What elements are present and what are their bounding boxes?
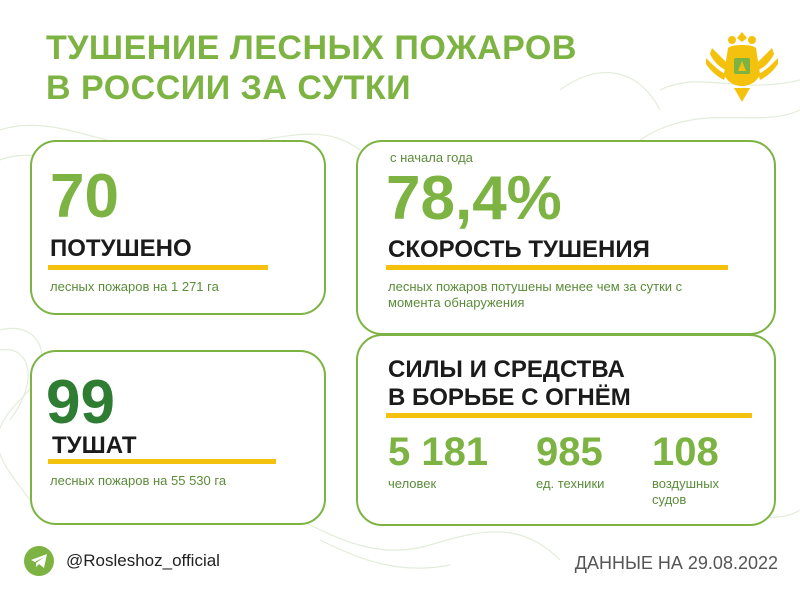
- extinguished-card: [30, 140, 326, 315]
- forces-people-label: человек: [388, 476, 437, 491]
- extinguished-value: 70: [50, 162, 119, 231]
- forces-aircraft-label: воздушных судов: [652, 476, 720, 507]
- data-date: ДАННЫЕ НА 29.08.2022: [574, 553, 778, 573]
- burning-note: лесных пожаров на 55 530 га: [50, 473, 227, 488]
- forces-card: [356, 334, 776, 526]
- extinguished-underline: [48, 265, 268, 270]
- forces-title-line-1: СИЛЫ И СРЕДСТВА: [388, 356, 625, 383]
- forces-people-value: 5 181: [388, 430, 489, 474]
- title-line-2: В РОССИИ ЗА СУТКИ: [46, 69, 412, 107]
- telegram-handle: @Rosleshoz_official: [66, 551, 220, 570]
- extinguished-note: лесных пожаров на 1 271 га: [50, 279, 219, 294]
- burning-underline: [48, 459, 276, 464]
- speed-since: с начала года: [390, 150, 473, 165]
- speed-label: СКОРОСТЬ ТУШЕНИЯ: [388, 236, 650, 263]
- speed-card: [356, 140, 776, 335]
- forces-vehicles-value: 985: [536, 430, 603, 474]
- extinguished-label: ПОТУШЕНО: [50, 235, 192, 262]
- forces-title-line-2: В БОРЬБЕ С ОГНЁМ: [388, 384, 631, 411]
- page-title: ТУШЕНИЕ ЛЕСНЫХ ПОЖАРОВ В РОССИИ ЗА СУТКИ: [46, 28, 577, 108]
- telegram-icon: [24, 546, 54, 576]
- coat-of-arms-emblem-icon: [706, 32, 778, 102]
- forces-vehicles-label: ед. техники: [536, 476, 605, 491]
- speed-underline: [386, 265, 728, 270]
- burning-value: 99: [46, 368, 115, 437]
- telegram-link[interactable]: @Rosleshoz_official: [24, 546, 220, 576]
- forces-underline: [386, 413, 752, 418]
- speed-value: 78,4%: [386, 164, 562, 233]
- forces-aircraft-value: 108: [652, 430, 719, 474]
- burning-label: ТУШАТ: [52, 432, 137, 459]
- speed-note: лесных пожаров потушены менее чем за сут…: [388, 279, 683, 310]
- title-line-1: ТУШЕНИЕ ЛЕСНЫХ ПОЖАРОВ: [46, 29, 577, 67]
- burning-card: [30, 350, 326, 525]
